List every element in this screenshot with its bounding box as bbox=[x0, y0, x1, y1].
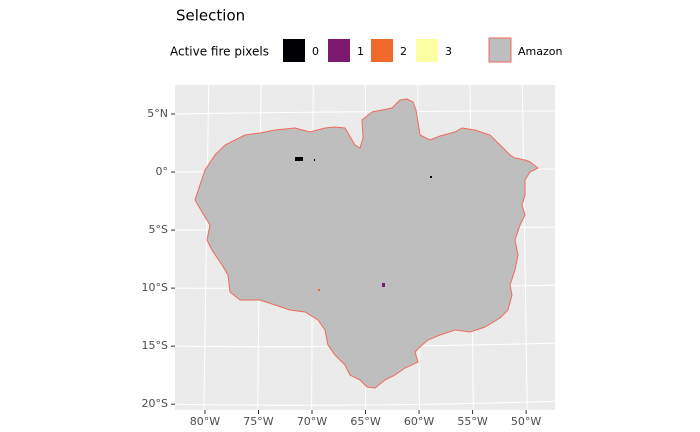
x-tick-label: 75°W bbox=[243, 415, 273, 428]
region-label: Amazon bbox=[518, 45, 562, 58]
fire-pixels bbox=[295, 157, 303, 161]
y-tick-label: 5°S bbox=[149, 223, 168, 236]
legend-label: 2 bbox=[400, 45, 407, 58]
region-swatch bbox=[488, 37, 512, 63]
legend-swatch bbox=[328, 39, 350, 62]
fire-pixels bbox=[314, 159, 315, 161]
y-tick-label: 5°N bbox=[147, 107, 168, 120]
y-tick-label: 0° bbox=[156, 165, 169, 178]
chart-title: Selection bbox=[176, 7, 245, 25]
legend-title: Active fire pixels bbox=[170, 45, 269, 59]
legend-swatch bbox=[416, 39, 438, 62]
legend: 0 1 2 3 bbox=[283, 39, 452, 62]
grid-line bbox=[203, 84, 210, 411]
x-tick-label: 65°W bbox=[350, 415, 380, 428]
grid-line bbox=[174, 400, 556, 406]
x-tick-label: 55°W bbox=[457, 415, 487, 428]
fire-pixels bbox=[430, 176, 432, 178]
fire-pixels bbox=[318, 289, 320, 291]
x-tick-label: 50°W bbox=[511, 415, 541, 428]
legend-swatch bbox=[283, 39, 305, 62]
grid-line bbox=[521, 84, 528, 411]
axis-ticks: 80°W 75°W 70°W 65°W 60°W 55°W 50°W 5°N 0° 5°S 10°S… bbox=[142, 107, 542, 428]
x-tick-label: 80°W bbox=[190, 415, 220, 428]
legend-swatch bbox=[371, 39, 393, 62]
y-tick-label: 10°S bbox=[142, 281, 168, 294]
amazon-region bbox=[194, 98, 539, 389]
x-tick-label: 70°W bbox=[297, 415, 327, 428]
x-tick-label: 60°W bbox=[404, 415, 434, 428]
legend-label: 3 bbox=[445, 45, 452, 58]
legend-label: 1 bbox=[357, 45, 364, 58]
fire-pixels bbox=[382, 283, 385, 287]
y-tick-label: 20°S bbox=[142, 397, 168, 410]
y-tick-label: 15°S bbox=[142, 339, 168, 352]
legend-label: 0 bbox=[312, 45, 319, 58]
grid-line bbox=[174, 110, 556, 115]
